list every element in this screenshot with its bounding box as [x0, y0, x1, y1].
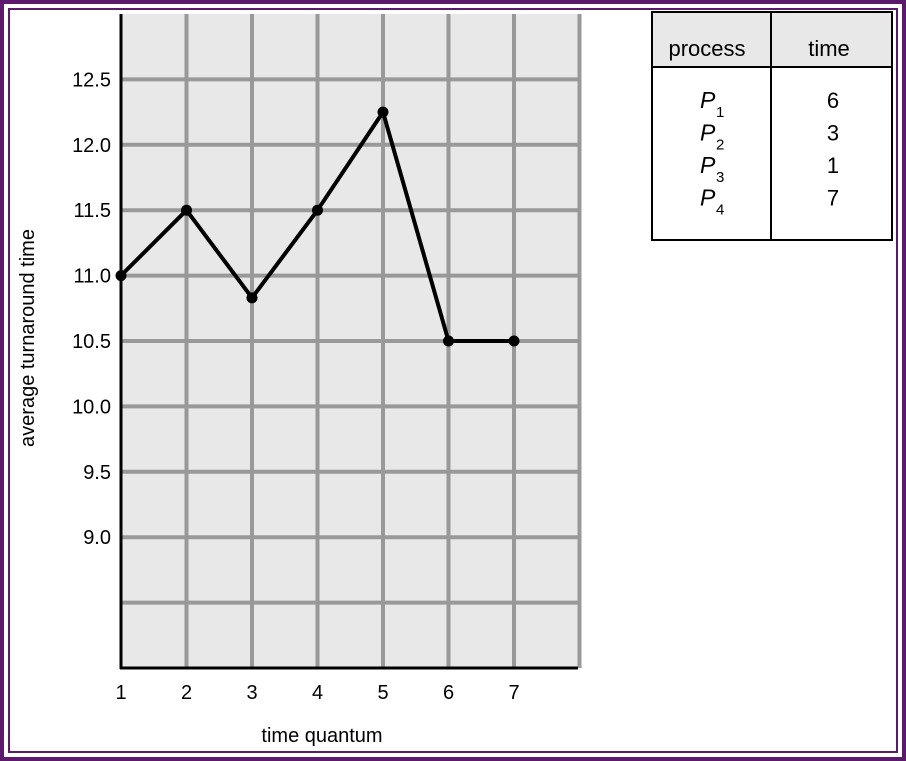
table-header-time: time [808, 36, 850, 61]
process-time: 6 [827, 88, 839, 113]
x-axis-title: time quantum [261, 725, 382, 747]
process-time: 3 [827, 121, 839, 146]
data-point [508, 335, 520, 347]
y-tick-label: 10.0 [72, 396, 111, 418]
process-time: 1 [827, 153, 839, 178]
process-time: 7 [827, 186, 839, 211]
data-point [443, 335, 454, 347]
y-tick-label: 12.0 [72, 135, 111, 157]
process-table: process time P 1 6P 2 3P 3 1P 4 7 [651, 11, 893, 241]
y-tick-label: 11.0 [74, 266, 111, 288]
x-tick-label: 3 [246, 682, 257, 704]
y-tick-label: 12.5 [72, 69, 111, 91]
x-tick-label: 5 [377, 682, 388, 704]
data-point [181, 204, 192, 216]
process-name: P [700, 185, 716, 211]
data-point [115, 270, 127, 282]
process-subscript: 1 [716, 104, 724, 121]
y-tick-label: 9.0 [83, 527, 111, 549]
data-point [246, 292, 258, 304]
y-tick-label: 11.5 [74, 200, 111, 222]
process-name: P [700, 152, 716, 178]
process-subscript: 4 [716, 202, 724, 219]
inner-frame [8, 8, 898, 753]
process-subscript: 2 [716, 137, 724, 154]
x-tick-label: 4 [312, 682, 323, 704]
process-subscript: 3 [716, 169, 724, 186]
x-tick-label: 1 [115, 682, 126, 704]
data-point [312, 204, 323, 216]
x-tick-label: 7 [508, 682, 519, 704]
y-tick-label: 9.5 [83, 462, 111, 484]
process-name: P [700, 120, 716, 146]
table-header-process: process [668, 36, 745, 61]
y-tick-label: 10.5 [72, 331, 111, 353]
x-tick-label: 6 [443, 682, 454, 704]
process-name: P [700, 87, 716, 113]
y-axis-title: average turnaround time [17, 229, 39, 447]
data-point [377, 106, 389, 118]
x-tick-label: 2 [181, 682, 192, 704]
